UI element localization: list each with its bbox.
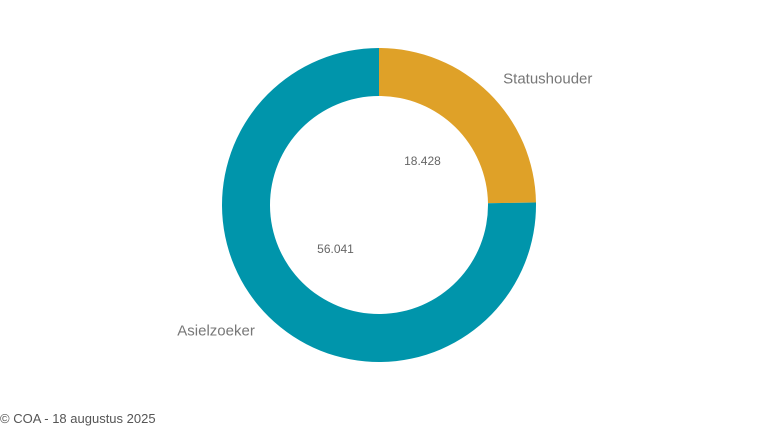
donut-labels: 18.428 Statushouder 56.041 Asielzoeker	[177, 70, 592, 339]
slice-statushouder	[379, 48, 536, 204]
value-label-statushouder: 18.428	[404, 154, 441, 168]
source-footer: © COA - 18 augustus 2025	[0, 411, 156, 426]
category-label-statushouder: Statushouder	[503, 70, 592, 87]
slice-asielzoeker	[222, 48, 536, 362]
value-label-asielzoeker: 56.041	[317, 242, 354, 256]
category-label-asielzoeker: Asielzoeker	[177, 323, 255, 340]
donut-slices	[222, 48, 536, 362]
